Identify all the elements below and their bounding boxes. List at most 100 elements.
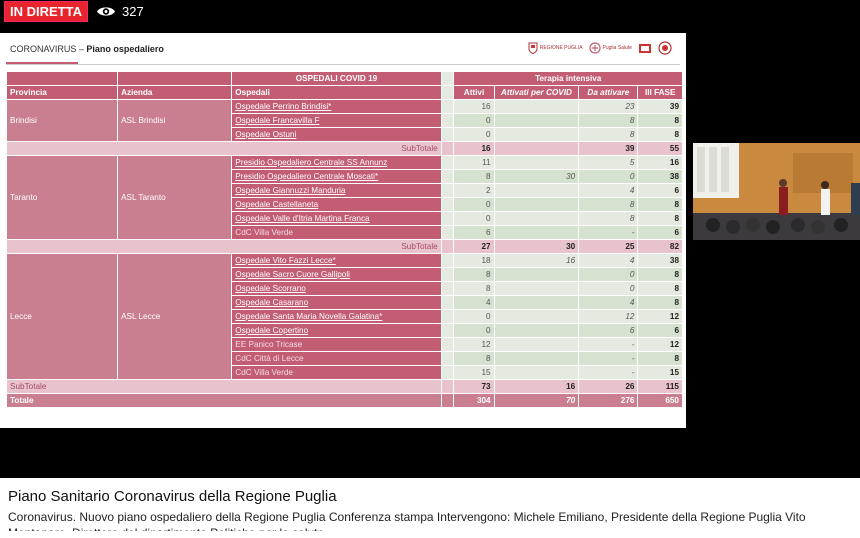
da-attivare-cell: - [578,351,639,366]
slide-logos: REGIONE PUGLIA Puglia Salute [528,41,672,55]
slide-header-prefix: CORONAVIRUS – [10,44,87,54]
provincia-cell: Taranto [5,155,119,240]
total-iii-fase: 650 [637,393,683,408]
hospital-name-cell: CdC Città di Lecce [231,351,442,366]
da-attivare-cell: 8 [578,113,639,128]
col-header-da-attivare: Da attivare [578,85,639,100]
speaker-camera-inset[interactable] [693,143,860,240]
video-player[interactable]: IN DIRETTA 327 CORONAVIRUS – Piano osped… [0,0,860,478]
emergency-seal-logo [658,41,672,55]
gap-cell [440,169,455,184]
gap-cell [440,379,455,394]
gap-cell [440,393,455,408]
gap-cell [440,85,455,100]
gap-cell [440,127,455,142]
subtotal-attivi: 16 [453,141,495,156]
attivi-cell: 4 [453,295,495,310]
hospital-name-cell: Ospedale Copertino [231,323,442,338]
gap-cell [440,113,455,128]
slide-divider [6,64,680,65]
total-label: Totale [6,393,442,408]
subtotal-row: SubTotale 27 30 25 82 [6,239,683,254]
video-description: Coronavirus. Nuovo piano ospedaliero del… [8,510,806,531]
gap-cell [440,99,455,114]
subtotal-attivi: 73 [453,379,495,394]
provincia-cell: Lecce [5,253,119,380]
iii-fase-cell: 8 [637,267,683,282]
hospital-name-cell: Presidio Ospedaliero Centrale SS Annunz [231,155,442,170]
empty-header-cell [117,71,233,86]
table-row: Ospedale Copertino 0 6 6 [7,323,683,338]
hospital-name-cell: Ospedale Santa Maria Novella Galatina* [231,309,442,324]
attivi-cell: 0 [453,309,495,324]
attivi-cell: 15 [453,365,495,380]
table-column-header-row: Provincia Azienda Ospedali Attivi Attiva… [5,85,683,100]
attivati-covid-cell [493,155,580,170]
gap-cell [440,141,455,156]
hospital-plan-table: OSPEDALI COVID 19 Terapia intensiva Prov… [5,71,683,408]
hospital-name-cell: Ospedale Scorrano [231,281,442,296]
viewer-count-value: 327 [122,3,144,19]
gap-cell [440,281,455,296]
attivi-cell: 0 [453,197,495,212]
hospital-name-cell: Ospedale Sacro Cuore Gallipoli [231,267,442,282]
iii-fase-cell: 6 [637,225,683,240]
subtotal-da-attivare: 39 [578,141,639,156]
attivi-cell: 11 [453,155,495,170]
slide-title: Piano ospedaliero [86,44,164,54]
subtotal-covid: 30 [493,239,580,254]
da-attivare-cell: 8 [578,197,639,212]
da-attivare-cell: 23 [578,99,639,114]
gap-cell [440,295,455,310]
iii-fase-cell: 8 [637,127,683,142]
hospital-name-cell: Ospedale Francavilla F [231,113,442,128]
table-row: CdC Città di Lecce 8-8 [7,351,683,366]
attivati-covid-cell [493,113,580,128]
table-row: Ospedale Castellaneta 0 8 8 [7,197,683,212]
iii-fase-cell: 12 [637,337,683,352]
total-row: Totale 304 70 276 650 [6,393,683,408]
gap-cell [440,183,455,198]
hospital-name-cell: Ospedale Giannuzzi Manduria [231,183,442,198]
gap-cell [440,365,455,380]
hospital-name-cell: Ospedale Perrino Brindisi* [231,99,442,114]
da-attivare-cell: 0 [578,281,639,296]
attivati-covid-cell [493,323,580,338]
attivati-covid-cell: 30 [493,169,580,184]
gap-cell [440,71,455,86]
da-attivare-cell: - [578,365,639,380]
attivati-covid-cell [493,127,580,142]
attivi-cell: 0 [453,127,495,142]
ospedali-covid-header: OSPEDALI COVID 19 [231,71,442,86]
gap-cell [440,323,455,338]
subtotal-row: SubTotale 73 16 26 115 [6,379,683,394]
gap-cell [440,267,455,282]
subtotal-iii-fase: 55 [637,141,683,156]
table-row: Brindisi ASL Brindisi Ospedale Perrino Bri… [5,99,683,142]
video-info: Piano Sanitario Coronavirus della Region… [0,478,860,538]
presentation-slide: CORONAVIRUS – Piano ospedaliero REGIONE … [0,33,686,428]
da-attivare-cell: - [578,337,639,352]
col-header-attivati-covid: Attivati per COVID [493,85,580,100]
slide-header: CORONAVIRUS – Piano ospedaliero [10,44,164,54]
hospital-name-cell: Ospedale Casarano [231,295,442,310]
attivi-cell: 8 [453,351,495,366]
attivi-cell: 8 [453,281,495,296]
attivati-covid-cell [493,309,580,324]
gap-cell [440,239,455,254]
subtotal-row: SubTotale 16 39 55 [6,141,683,156]
attivati-covid-cell [493,225,580,240]
attivati-covid-cell [493,211,580,226]
gap-cell [440,253,455,268]
attivi-cell: 16 [453,99,495,114]
attivati-covid-cell: 16 [493,253,580,268]
hospital-name-cell: CdC Villa Verde [231,365,442,380]
hospital-logo [638,42,652,54]
table-row: CdC Villa Verde 15-15 [7,365,683,380]
slide-title-underline [6,62,78,65]
attivati-covid-cell [493,99,580,114]
iii-fase-cell: 8 [637,113,683,128]
hospital-name-cell: Ospedale Vito Fazzi Lecce* [231,253,442,268]
col-header-iii-fase: III FASE [637,85,683,100]
attivi-cell: 8 [453,267,495,282]
